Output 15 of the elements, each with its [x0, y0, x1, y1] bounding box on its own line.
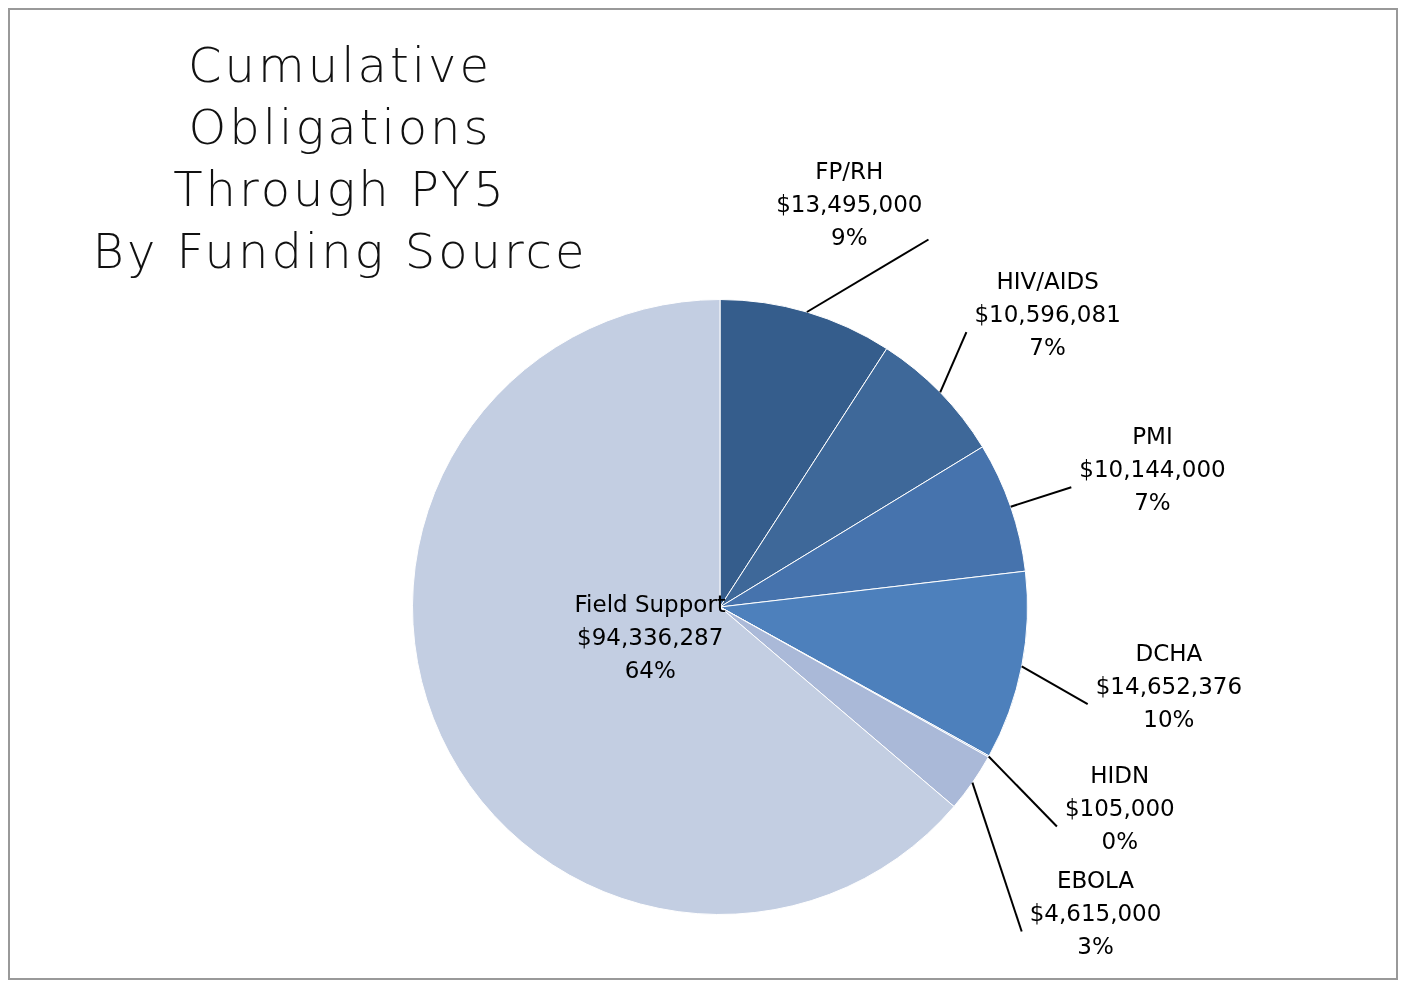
slice-label: PMI: [1132, 422, 1173, 449]
slice-label: DCHA: [1135, 639, 1203, 666]
chart-title: Cumulative Obligations Through PY5 By Funding Source: [91, 36, 589, 281]
data-label: $4,615,000 3%: [1029, 899, 1162, 959]
slice-label: HIV/AIDS: [996, 267, 1099, 294]
data-label: $94,336,287 64%: [577, 624, 724, 684]
data-label: $105,000 0%: [1064, 794, 1175, 854]
data-label: $10,596,081 7%: [974, 300, 1121, 360]
data-label: $10,144,000 7%: [1079, 455, 1226, 515]
data-label: $13,495,000 9%: [776, 191, 923, 251]
slice-label: HIDN: [1090, 761, 1150, 788]
slice-label: FP/RH: [815, 158, 884, 185]
data-label: $14,652,376 10%: [1095, 672, 1243, 732]
slice-label: Field Support: [574, 591, 726, 618]
slice-label: EBOLA: [1056, 866, 1135, 893]
